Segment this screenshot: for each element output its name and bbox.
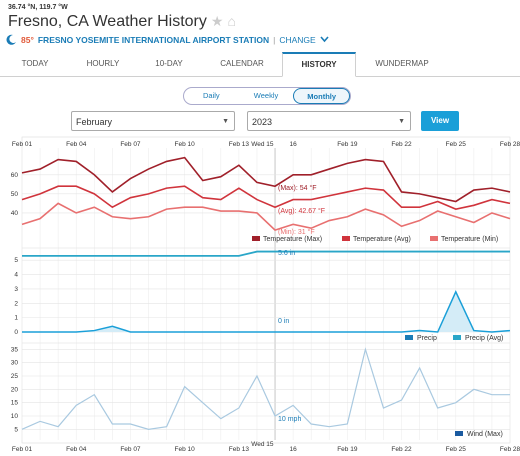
x-tick-label-bottom: Feb 22 [391,446,412,453]
chevron-down-icon[interactable] [320,36,329,43]
tab-history[interactable]: HISTORY [282,52,356,77]
legend-swatch [453,335,461,340]
legend-label: Temperature (Avg) [353,236,411,243]
x-tick-label-top: Feb 01 [12,141,33,148]
temp-y-tick: 40 [11,210,19,217]
year-select-value: 2023 [252,117,273,127]
view-button[interactable]: View [421,111,459,131]
x-tick-label-bottom: Feb 04 [66,446,87,453]
x-tick-label-bottom: Feb 01 [12,446,33,453]
tab-today[interactable]: TODAY [21,59,49,68]
precip-y-tick: 0 [14,329,18,336]
page-title-text: Fresno, CA Weather History [8,13,207,30]
wind-y-tick: 25 [11,373,19,380]
wind-y-tick: 35 [11,346,19,353]
current-temp: 85° [21,34,34,45]
precip-y-tick: 4 [14,272,18,279]
precip-area [22,291,510,332]
precip-y-tick: 3 [14,286,18,293]
x-tick-label-top: 16 [289,141,297,148]
legend-swatch [430,236,438,241]
legend-swatch [342,236,350,241]
x-tick-label-bottom: Feb 19 [337,446,358,453]
legend-label: Wind (Max) [467,431,503,438]
x-tick-label-bottom: Feb 25 [446,446,467,453]
coordinates: 36.74 °N, 119.7 °W [8,4,68,11]
legend-swatch [405,335,413,340]
x-tick-label-top: Feb 07 [120,141,141,148]
x-tick-label-bottom: Feb 28 [500,446,520,453]
select-arrow-icon: ▼ [222,118,229,125]
wind-annotation: 10 mph [278,416,301,423]
x-tick-label-bottom: Feb 13 [229,446,250,453]
wind-line [21,347,510,430]
temp-series-max-line [21,156,511,203]
moon-icon [6,34,16,45]
precip-y-tick: 2 [14,300,18,307]
month-select[interactable]: February ▼ [71,111,235,131]
x-tick-label-top: Feb 22 [391,141,412,148]
precip-avg-line [22,250,510,257]
x-tick-label-top: Feb 04 [66,141,87,148]
tab-hourly[interactable]: HOURLY [86,59,120,68]
wind-y-tick: 30 [11,360,19,367]
x-tick-label-top: Feb 10 [175,141,196,148]
year-select[interactable]: 2023 ▼ [247,111,411,131]
temp-annotation-max: (Max): 54 °F [278,184,317,192]
legend-label: Precip [417,335,437,342]
x-tick-label-bottom: Feb 07 [120,446,141,453]
toggle-monthly[interactable]: Monthly [293,88,351,104]
hover-date-top: Wed 15 [251,141,274,148]
view-toggle: Daily Weekly Monthly [183,87,351,105]
select-arrow-icon: ▼ [398,118,405,125]
tab-10-day[interactable]: 10-DAY [155,59,183,68]
temp-annotation-min: (Min): 31 °F [278,228,315,236]
temp-annotation-avg: (Avg): 42.67 °F [278,207,325,215]
change-station-link[interactable]: CHANGE [279,34,316,45]
page-title: Fresno, CA Weather History ★ ⌂ [8,13,236,31]
legend-swatch [252,236,260,241]
x-tick-label-top: Feb 13 [229,141,250,148]
wind-y-tick: 20 [11,386,19,393]
x-tick-label-top: Feb 19 [337,141,358,148]
temp-y-tick: 50 [11,191,19,198]
legend-label: Temperature (Min) [441,236,498,243]
legend-label: Temperature (Max) [263,236,322,243]
precip-avg-annotation: 5.6 in [278,250,295,257]
precip-y-tick: 5 [14,257,18,264]
temp-series-avg-line [21,185,511,210]
x-tick-label-bottom: Feb 10 [175,446,196,453]
legend-label: Precip (Avg) [465,335,503,342]
x-tick-label-top: Feb 25 [446,141,467,148]
precip-line [22,289,511,333]
separator: | [273,34,276,45]
precip-annotation: 0 in [278,318,289,325]
tab-wundermap[interactable]: WUNDERMAP [375,59,429,68]
station-bar: 85° FRESNO YOSEMITE INTERNATIONAL AIRPOR… [6,34,329,45]
tab-bar: TODAY HOURLY 10-DAY CALENDAR HISTORY WUN… [0,52,520,77]
toggle-weekly[interactable]: Weekly [253,91,279,100]
star-icon[interactable]: ★ [210,13,224,29]
temp-series-min-line [21,202,511,231]
legend-swatch [455,431,463,436]
month-select-value: February [76,117,113,127]
x-tick-label-top: Feb 28 [500,141,520,148]
toggle-daily[interactable]: Daily [203,91,220,100]
wind-y-tick: 5 [14,426,18,433]
temp-y-tick: 60 [11,172,19,179]
x-tick-label-bottom: 16 [289,446,297,453]
wind-y-tick: 15 [11,400,19,407]
station-name[interactable]: FRESNO YOSEMITE INTERNATIONAL AIRPORT ST… [37,34,270,45]
home-icon[interactable]: ⌂ [227,13,236,29]
hover-date-bottom: Wed 15 [251,441,274,448]
precip-y-tick: 1 [14,315,18,322]
tab-calendar[interactable]: CALENDAR [220,59,264,68]
wind-y-tick: 10 [11,413,19,420]
